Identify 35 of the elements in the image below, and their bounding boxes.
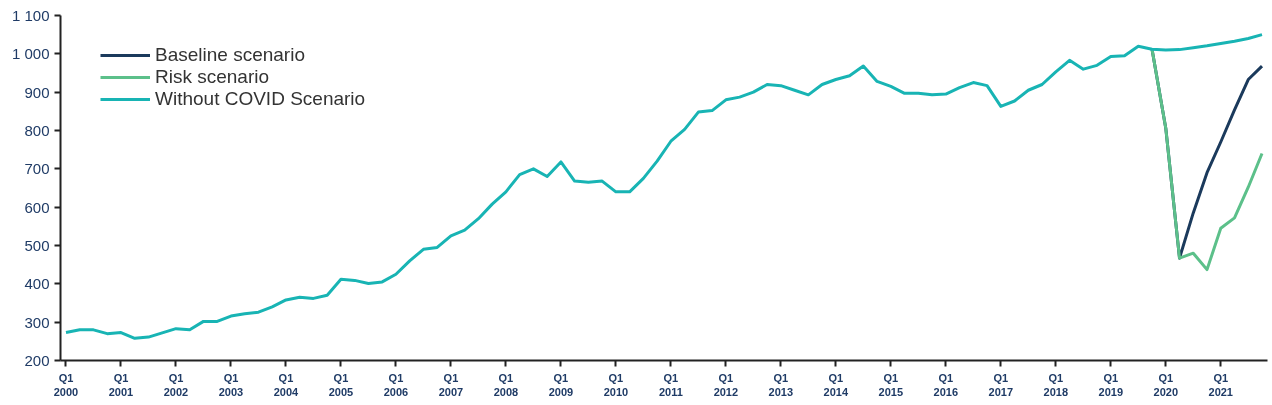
x-tick-label: Q1 2004 <box>273 371 300 398</box>
y-tick-label: 500 <box>24 237 50 254</box>
y-tick-label: 700 <box>24 160 50 178</box>
y-tick-label: 300 <box>24 313 50 331</box>
x-tick-label: Q1 2002 <box>163 371 189 398</box>
y-tick-label: 600 <box>24 198 50 216</box>
x-tick-label: Q1 2007 <box>438 371 464 398</box>
y-tick-label: 400 <box>24 275 50 293</box>
x-tick-label: Q1 2001 <box>108 371 134 398</box>
x-tick-label: Q1 2018 <box>1043 371 1069 398</box>
x-tick-label: Q1 2019 <box>1098 371 1124 398</box>
x-tick-label: Q1 2014 <box>823 371 849 398</box>
x-tick-label: Q1 2000 <box>53 371 79 398</box>
x-tick-label: Q1 2009 <box>548 371 574 398</box>
x-tick-label: Q1 2011 <box>658 371 683 398</box>
x-tick-label: Q1 2017 <box>988 371 1014 398</box>
x-tick-label: Q1 2015 <box>878 371 904 398</box>
x-tick-label: Q1 2013 <box>768 371 794 398</box>
y-tick-label: 800 <box>24 122 50 139</box>
y-tick-label: 900 <box>24 83 50 101</box>
y-tick-label: 1 000 <box>11 45 50 63</box>
x-tick-label: Q1 2005 <box>328 371 354 398</box>
y-tick-label: 1 100 <box>11 7 50 24</box>
x-tick-label: Q1 2012 <box>713 371 739 398</box>
x-tick-label: Q1 2008 <box>493 371 519 398</box>
x-tick-label: Q1 2006 <box>383 371 409 398</box>
legend-label: Risk scenario <box>155 66 270 88</box>
y-tick-label: 200 <box>24 352 50 369</box>
x-tick-label: Q1 2016 <box>933 371 959 398</box>
x-tick-label: Q1 2003 <box>218 371 244 398</box>
legend-label: Without COVID Scenario <box>155 88 366 110</box>
x-tick-label: Q1 2010 <box>603 371 629 398</box>
legend-label: Baseline scenario <box>155 44 305 66</box>
x-tick-label: Q1 2021 <box>1208 371 1234 398</box>
x-tick-label: Q1 2020 <box>1153 371 1179 398</box>
